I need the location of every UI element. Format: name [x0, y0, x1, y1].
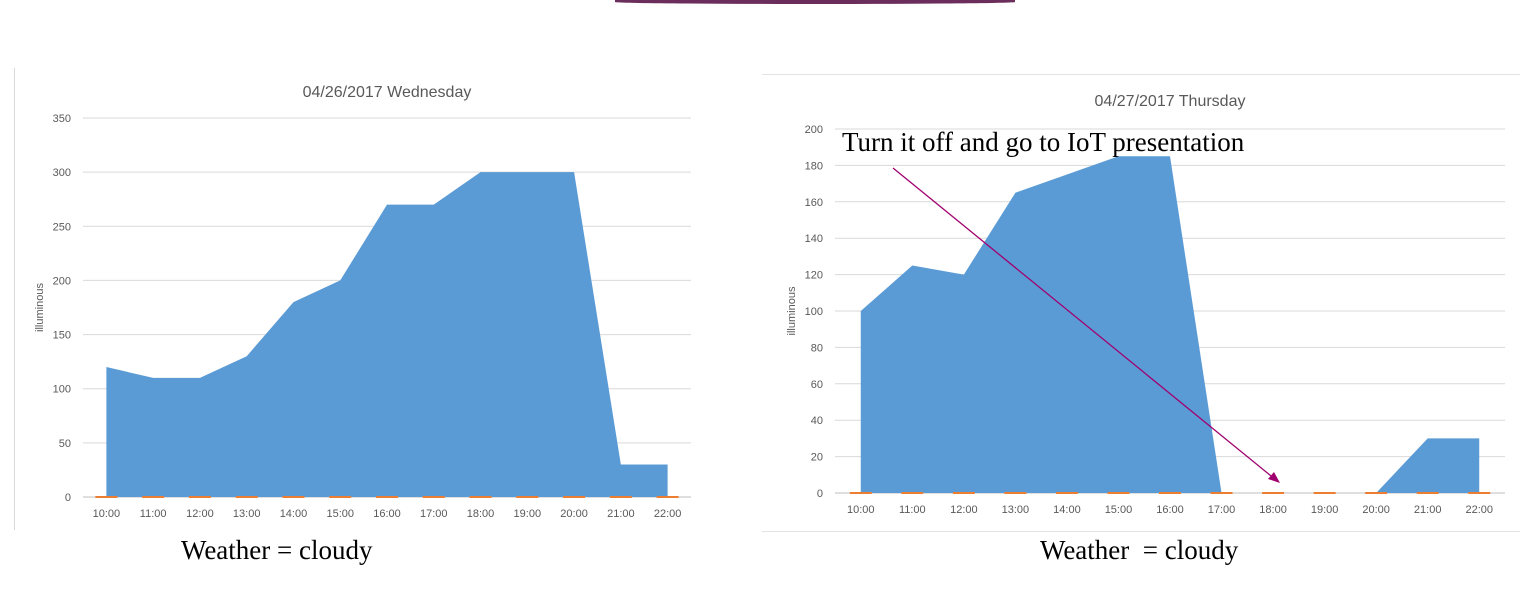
- thursday-area-series: [860, 156, 1480, 494]
- wednesday-x-tick-label: 11:00: [140, 508, 167, 520]
- thursday-x-tick-label: 19:00: [1311, 504, 1339, 516]
- top-accent-bar: [615, 0, 1015, 4]
- thursday-x-tick-label: 11:00: [899, 504, 926, 516]
- wednesday-x-tick-label: 16:00: [373, 508, 401, 520]
- thursday-x-tick-label: 14:00: [1053, 504, 1081, 516]
- thursday-x-tick-label: 16:00: [1156, 504, 1184, 516]
- thursday-x-tick-label: 13:00: [1002, 504, 1030, 516]
- wednesday-x-tick-label: 18:00: [467, 508, 495, 520]
- chart-wednesday-svg: 0 50 100 150 200 250 300 350 10:00 11:00 12:00 13:0…: [34, 84, 691, 520]
- thursday-x-tick-label: 10:00: [847, 504, 875, 516]
- thursday-x-tick-label: 21:00: [1414, 504, 1442, 516]
- wednesday-y-tick-label: 250: [53, 221, 71, 233]
- wednesday-x-tick-label: 10:00: [93, 508, 121, 520]
- chart-wednesday: 0 50 100 150 200 250 300 350 10:00 11:00 12:00 13:0…: [14, 68, 711, 530]
- thursday-y-axis-label: illuminous: [786, 286, 798, 335]
- thursday-y-tick-label: 200: [805, 124, 823, 136]
- thursday-x-tick-label: 22:00: [1465, 504, 1493, 516]
- thursday-y-tick-label: 140: [805, 233, 823, 245]
- wednesday-y-tick-label: 150: [53, 330, 71, 342]
- annotation-text: Turn it off and go to IoT presentation: [842, 127, 1245, 157]
- thursday-y-tick-label: 60: [811, 379, 823, 391]
- wednesday-y-tick-label: 300: [53, 167, 71, 179]
- thursday-y-tick-label: 160: [805, 197, 823, 209]
- wednesday-y-tick-label: 50: [59, 438, 71, 450]
- wednesday-y-axis-label: illuminous: [34, 283, 46, 332]
- thursday-y-tick-label: 120: [805, 270, 823, 282]
- thursday-y-tick-label: 40: [811, 415, 823, 427]
- wednesday-y-tick-label: 0: [65, 492, 71, 504]
- wednesday-y-tick-label: 350: [53, 113, 71, 125]
- thursday-y-tick-label: 80: [811, 342, 823, 354]
- wednesday-x-tick-label: 17:00: [420, 508, 448, 520]
- wednesday-y-tick-label: 100: [53, 384, 71, 396]
- wednesday-title: 04/26/2017 Wednesday: [303, 84, 472, 101]
- caption-weather-thursday: Weather = cloudy: [1040, 535, 1239, 565]
- thursday-x-tick-label: 15:00: [1105, 504, 1133, 516]
- thursday-y-tick-label: 100: [805, 306, 823, 318]
- wednesday-x-tick-label: 13:00: [233, 508, 261, 520]
- wednesday-area-series: [106, 172, 668, 497]
- thursday-title: 04/27/2017 Thursday: [1095, 93, 1246, 110]
- wednesday-x-tick-label: 12:00: [186, 508, 214, 520]
- wednesday-x-tick-label: 20:00: [560, 508, 588, 520]
- wednesday-x-tick-label: 19:00: [514, 508, 542, 520]
- thursday-x-tick-label: 17:00: [1208, 504, 1236, 516]
- thursday-y-tick-label: 20: [811, 452, 823, 464]
- wednesday-x-tick-label: 22:00: [654, 508, 682, 520]
- wednesday-y-tick-label: 200: [53, 275, 71, 287]
- thursday-x-tick-label: 18:00: [1259, 504, 1287, 516]
- thursday-y-tick-label: 0: [817, 488, 823, 500]
- thursday-x-tick-label: 20:00: [1362, 504, 1390, 516]
- wednesday-x-tick-label: 15:00: [326, 508, 354, 520]
- caption-weather-wednesday: Weather = cloudy: [181, 535, 373, 565]
- thursday-y-tick-label: 180: [805, 160, 823, 172]
- thursday-x-tick-label: 12:00: [950, 504, 978, 516]
- wednesday-x-tick-label: 21:00: [607, 508, 635, 520]
- wednesday-x-tick-label: 14:00: [280, 508, 308, 520]
